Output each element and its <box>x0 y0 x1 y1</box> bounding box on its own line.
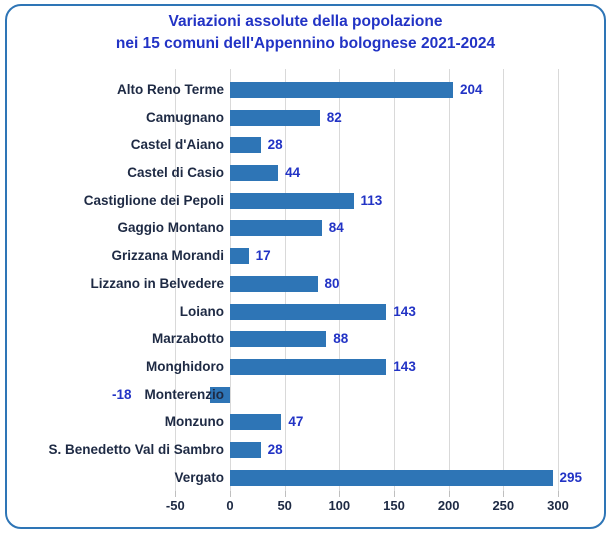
category-label: Vergato <box>174 469 224 485</box>
x-axis-tick-label: -50 <box>165 498 185 513</box>
bar <box>230 165 279 182</box>
bar <box>230 331 327 348</box>
category-label: Castel d'Aiano <box>130 137 224 153</box>
x-axis-tick-label: 300 <box>547 498 569 513</box>
category-label: Gaggio Montano <box>117 220 224 236</box>
value-label: 143 <box>393 358 416 374</box>
value-label: 17 <box>255 248 271 264</box>
axis-tick-mark <box>230 491 231 497</box>
category-label: Lizzano in Belvedere <box>90 275 224 291</box>
x-axis-tick-label: 150 <box>383 498 405 513</box>
category-label: Alto Reno Terme <box>116 82 224 97</box>
bar <box>230 192 354 209</box>
category-label: Monghidoro <box>146 358 224 374</box>
axis-tick-mark <box>339 491 341 497</box>
category-label: Monzuno <box>164 414 224 430</box>
bar <box>230 303 387 320</box>
gridline <box>448 69 450 491</box>
bar <box>230 82 453 98</box>
category-label: Grizzana Morandi <box>111 248 224 264</box>
chart-title-line2: nei 15 comuni dell'Appennino bolognese 2… <box>115 35 496 52</box>
value-label: 47 <box>288 414 304 430</box>
category-label: Camugnano <box>145 109 224 125</box>
bar <box>230 137 261 154</box>
category-name: Monterenzio <box>144 386 225 402</box>
chart-title-line1: Variazioni assolute della popolazione <box>168 13 443 30</box>
x-axis-tick-label: 50 <box>277 498 292 513</box>
bar <box>230 469 553 486</box>
bar <box>230 414 282 431</box>
x-axis-tick-label: 200 <box>437 498 460 513</box>
axis-tick-mark <box>284 491 286 497</box>
value-label: 84 <box>328 220 344 236</box>
category-label: S. Benedetto Val di Sambro <box>48 441 224 457</box>
bar <box>230 220 322 237</box>
value-label: 80 <box>324 275 340 291</box>
value-label: 44 <box>285 165 301 181</box>
gridline <box>175 69 177 491</box>
bar <box>230 109 320 126</box>
bar <box>210 386 230 403</box>
category-label: Castiglione dei Pepoli <box>83 192 224 208</box>
gridline <box>558 69 559 491</box>
gridline <box>503 69 505 491</box>
value-label: 28 <box>267 441 283 457</box>
axis-tick-mark <box>175 491 177 497</box>
x-axis-tick-label: 100 <box>328 498 351 513</box>
value-label: 82 <box>326 109 342 125</box>
value-label: -18 <box>111 386 132 402</box>
chart-title: Variazioni assolute della popolazione ne… <box>0 11 611 55</box>
category-label: -18 Monterenzio <box>14 386 224 404</box>
bar <box>230 275 318 292</box>
category-label: Marzabotto <box>152 331 224 347</box>
axis-tick-mark <box>394 491 395 497</box>
value-label: 143 <box>393 303 416 319</box>
value-label: 113 <box>360 192 383 208</box>
bar <box>230 358 387 375</box>
gridline <box>339 69 341 491</box>
bar <box>230 248 249 265</box>
x-axis-tick-label: 0 <box>226 498 234 513</box>
category-label: Castel di Casio <box>127 165 224 181</box>
category-label: Loiano <box>179 303 224 319</box>
value-label: 204 <box>460 82 483 97</box>
axis-tick-mark <box>448 491 450 497</box>
value-label: 88 <box>333 331 349 347</box>
bar <box>230 441 261 458</box>
gridline <box>394 69 395 491</box>
value-label: 28 <box>267 137 283 153</box>
value-label: 295 <box>559 469 583 485</box>
axis-tick-mark <box>503 491 505 497</box>
axis-tick-mark <box>558 491 559 497</box>
x-axis-tick-label: 250 <box>492 498 515 513</box>
